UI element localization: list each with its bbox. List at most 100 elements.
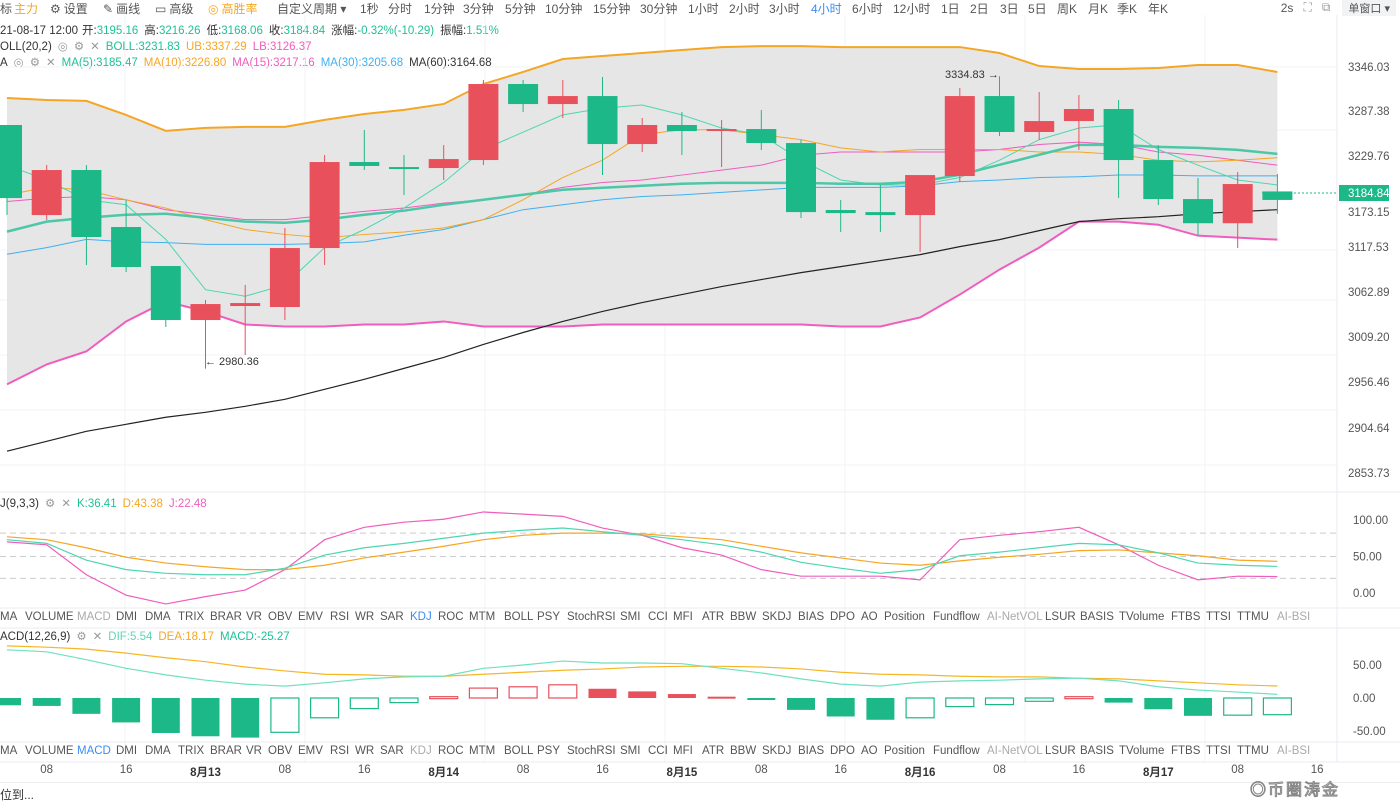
- fullscreen-icon[interactable]: ⛶: [1303, 0, 1312, 14]
- indicator-tab-basis[interactable]: BASIS: [1080, 745, 1114, 757]
- period-6[interactable]: 15分钟: [593, 2, 631, 16]
- indicator-tab-roc[interactable]: ROC: [438, 745, 464, 757]
- gear-icon[interactable]: ⚙: [29, 57, 41, 69]
- indicator-tab-bias[interactable]: BIAS: [798, 611, 825, 623]
- indicator-tab-dma[interactable]: DMA: [145, 745, 171, 757]
- indicator-tab-ttmu[interactable]: TTMU: [1237, 611, 1269, 623]
- indicator-tab-mfi[interactable]: MFI: [673, 745, 693, 757]
- eye-icon[interactable]: ◎: [13, 57, 24, 69]
- indicator-tab-ai-netvol[interactable]: AI-NetVOL: [987, 745, 1043, 757]
- indicator-tab-smi[interactable]: SMI: [620, 745, 641, 757]
- indicator-tab-psy[interactable]: PSY: [537, 745, 561, 757]
- indicator-tab-ttmu[interactable]: TTMU: [1237, 745, 1269, 757]
- period-13[interactable]: 12小时: [893, 2, 931, 16]
- indicator-tab-lsur[interactable]: LSUR: [1045, 745, 1076, 757]
- locate-text[interactable]: 位到...: [0, 788, 35, 802]
- indicator-tab-cci[interactable]: CCI: [648, 611, 668, 623]
- indicator-tab-mfi[interactable]: MFI: [673, 611, 693, 623]
- indicator-tab-stochrsi[interactable]: StochRSI: [567, 611, 616, 623]
- indicator-tab-mtm[interactable]: MTM: [469, 745, 496, 757]
- window-mode-select[interactable]: 单窗口 ▾: [1342, 0, 1396, 16]
- period-8[interactable]: 1小时: [688, 2, 719, 16]
- indicator-tab-atr[interactable]: ATR: [702, 745, 725, 757]
- indicator-tab-bbw[interactable]: BBW: [730, 745, 757, 757]
- indicator-tab-sar[interactable]: SAR: [380, 745, 404, 757]
- indicator-tab-ma[interactable]: MA: [0, 611, 18, 623]
- indicator-tab-lsur[interactable]: LSUR: [1045, 611, 1076, 623]
- indicator-tab-roc[interactable]: ROC: [438, 611, 464, 623]
- indicator-tab-trix[interactable]: TRIX: [178, 745, 205, 757]
- draw-button[interactable]: ✎ 画线: [103, 2, 141, 16]
- gear-icon[interactable]: ⚙: [45, 498, 56, 510]
- indicator-tab-dpo[interactable]: DPO: [830, 611, 855, 623]
- indicator-tab-ai-netvol[interactable]: AI-NetVOL: [987, 611, 1043, 623]
- period-11[interactable]: 4小时: [811, 2, 842, 16]
- indicator-tab-stochrsi[interactable]: StochRSI: [567, 745, 616, 757]
- indicator-tab-volume[interactable]: VOLUME: [25, 611, 74, 623]
- indicator-tab-trix[interactable]: TRIX: [178, 611, 205, 623]
- indicator-tab-atr[interactable]: ATR: [702, 611, 725, 623]
- indicator-tab-dpo[interactable]: DPO: [830, 745, 855, 757]
- period-10[interactable]: 3小时: [769, 2, 800, 16]
- period-12[interactable]: 6小时: [852, 2, 883, 16]
- indicator-tab-ftbs[interactable]: FTBS: [1171, 611, 1201, 623]
- indicator-tab-ao[interactable]: AO: [861, 745, 878, 757]
- close-icon[interactable]: ✕: [90, 41, 100, 53]
- indicator-tab-ftbs[interactable]: FTBS: [1171, 745, 1201, 757]
- period-14[interactable]: 1日: [941, 2, 960, 16]
- indicator-tab-ao[interactable]: AO: [861, 611, 878, 623]
- indicator-tab-sar[interactable]: SAR: [380, 611, 404, 623]
- indicator-tab-cci[interactable]: CCI: [648, 745, 668, 757]
- indicator-tab-ttsi[interactable]: TTSI: [1206, 611, 1231, 623]
- period-21[interactable]: 年K: [1148, 2, 1169, 16]
- period-5[interactable]: 10分钟: [545, 2, 583, 16]
- indicator-tab-skdj[interactable]: SKDJ: [762, 611, 792, 623]
- indicator-tab-position[interactable]: Position: [884, 745, 925, 757]
- indicator-tab-emv[interactable]: EMV: [298, 611, 323, 623]
- indicator-tab-wr[interactable]: WR: [355, 611, 375, 623]
- indicator-tab-volume[interactable]: VOLUME: [25, 745, 74, 757]
- indicator-tab-smi[interactable]: SMI: [620, 611, 641, 623]
- indicator-tab-ma[interactable]: MA: [0, 745, 18, 757]
- indicator-tab-bbw[interactable]: BBW: [730, 611, 757, 623]
- indicator-tab-obv[interactable]: OBV: [268, 611, 293, 623]
- indicator-tab-dmi[interactable]: DMI: [116, 745, 138, 757]
- indicator-tab-dma[interactable]: DMA: [145, 611, 171, 623]
- refresh-interval[interactable]: 2s: [1280, 0, 1294, 15]
- eye-icon[interactable]: ◎: [57, 41, 68, 53]
- close-icon[interactable]: ✕: [92, 631, 103, 643]
- settings-button[interactable]: ⚙ 设置: [50, 2, 88, 16]
- indicator-tab-wr[interactable]: WR: [355, 745, 375, 757]
- close-icon[interactable]: ✕: [61, 498, 71, 510]
- period-4[interactable]: 5分钟: [505, 2, 536, 16]
- period-0[interactable]: 1秒: [360, 2, 379, 16]
- indicator-tab-tvolume[interactable]: TVolume: [1119, 611, 1165, 623]
- period-19[interactable]: 月K: [1088, 2, 1109, 16]
- period-1[interactable]: 分时: [388, 2, 413, 16]
- popout-icon[interactable]: ⧉: [1321, 0, 1331, 14]
- custom-period-dropdown[interactable]: 自定义周期 ▾: [277, 2, 347, 16]
- indicator-tab-position[interactable]: Position: [884, 611, 925, 623]
- indicator-tab-kdj[interactable]: KDJ: [410, 611, 432, 623]
- period-16[interactable]: 3日: [1000, 2, 1019, 16]
- indicator-tab-fundflow[interactable]: Fundflow: [933, 745, 980, 757]
- indicator-tab-fundflow[interactable]: Fundflow: [933, 611, 980, 623]
- indicator-tab-brar[interactable]: BRAR: [210, 745, 242, 757]
- indicator-tab-vr[interactable]: VR: [246, 745, 262, 757]
- indicator-tab-rsi[interactable]: RSI: [330, 611, 350, 623]
- period-15[interactable]: 2日: [970, 2, 989, 16]
- indicator-tab-bias[interactable]: BIAS: [798, 745, 825, 757]
- advanced-button[interactable]: ▭ 高级: [155, 2, 194, 16]
- indicator-tab-ttsi[interactable]: TTSI: [1206, 745, 1231, 757]
- period-18[interactable]: 周K: [1057, 2, 1078, 16]
- indicator-tab-psy[interactable]: PSY: [537, 611, 561, 623]
- indicator-tab-ai-bsi[interactable]: AI-BSI: [1277, 745, 1311, 757]
- indicator-tab-tvolume[interactable]: TVolume: [1119, 745, 1165, 757]
- indicator-tab-rsi[interactable]: RSI: [330, 745, 350, 757]
- indicator-tab-obv[interactable]: OBV: [268, 745, 293, 757]
- close-icon[interactable]: ✕: [46, 57, 56, 69]
- gear-icon[interactable]: ⚙: [73, 41, 85, 53]
- period-2[interactable]: 1分钟: [424, 2, 455, 16]
- period-20[interactable]: 季K: [1117, 2, 1138, 16]
